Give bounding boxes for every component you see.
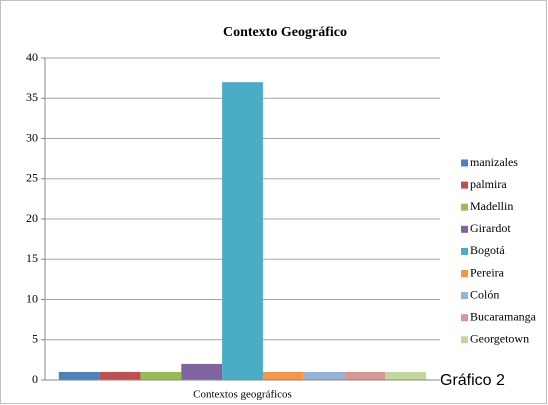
legend-swatch [461, 292, 468, 300]
bar [262, 371, 304, 380]
bar [344, 371, 386, 380]
legend-swatch [461, 203, 468, 211]
legend-label: Bucaramanga [470, 309, 537, 323]
y-tick-label: 10 [26, 291, 38, 305]
y-tick-label: 25 [26, 171, 38, 185]
caption: Gráfico 2 [440, 372, 505, 389]
legend-swatch [461, 247, 468, 255]
legend-swatch [461, 159, 468, 167]
legend-swatch [461, 225, 468, 233]
legend-label: manizales [470, 155, 518, 169]
y-tick-label: 30 [26, 130, 38, 144]
bar [99, 371, 141, 380]
legend-swatch [461, 181, 468, 189]
bar [140, 371, 182, 380]
bar [385, 371, 427, 380]
legend-label: Bogotá [470, 243, 505, 257]
x-tick-label: Contextos geográficos [193, 389, 292, 401]
legend-label: Georgetown [470, 332, 529, 346]
legend-label: Girardot [470, 221, 511, 235]
legend-swatch [461, 270, 468, 277]
y-tick-label: 0 [32, 372, 38, 386]
bar [222, 82, 263, 381]
y-tick-label: 35 [26, 90, 38, 104]
y-tick-label: 40 [26, 50, 38, 64]
legend-label: palmira [470, 177, 507, 191]
chart-title: Contexto Geográfico [223, 25, 347, 40]
y-tick-label: 20 [26, 211, 38, 225]
bar [181, 363, 223, 380]
legend-label: Pereira [470, 265, 505, 279]
legend-swatch [461, 314, 468, 322]
legend-label: Colón [470, 287, 499, 301]
bar [58, 371, 100, 380]
legend-swatch [461, 336, 468, 344]
y-tick-label: 5 [32, 332, 38, 346]
bar [303, 371, 345, 380]
y-tick-label: 15 [26, 251, 38, 265]
legend-label: Madellin [470, 199, 513, 213]
